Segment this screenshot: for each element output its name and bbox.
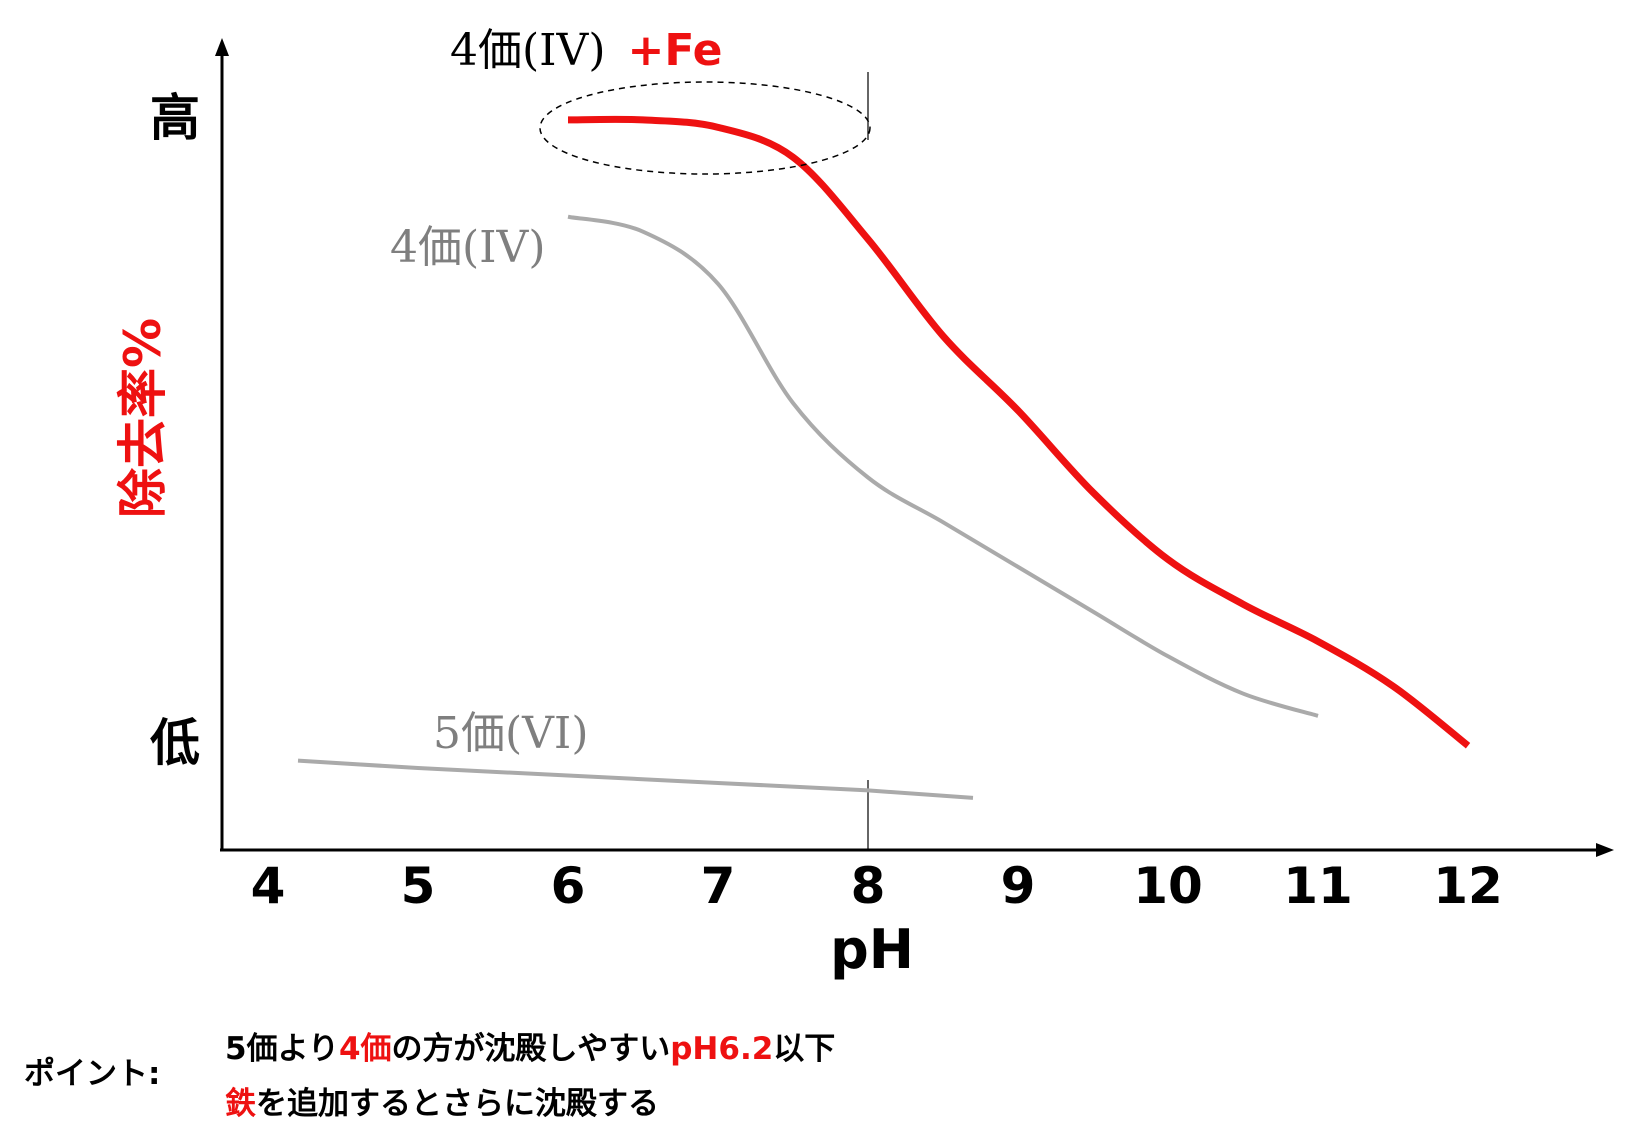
series-line-iv-fe <box>567 115 1471 749</box>
series-label-iv: 4価(IV) <box>390 222 545 273</box>
series-label-fe: 4価(IV) +Fe <box>450 25 722 76</box>
note-line1-a: 5価より <box>225 1031 339 1067</box>
note-label: ポイント: <box>24 1056 161 1092</box>
axes <box>215 38 1614 857</box>
note-line2-a: 鉄 <box>225 1086 256 1122</box>
series-label-vi: 5価(VI) <box>433 708 588 759</box>
series-line-iv <box>567 214 1319 718</box>
note-line1-b: 4価 <box>338 1031 392 1067</box>
highlight-ellipse <box>539 81 871 175</box>
x-tick-label-7: 7 <box>701 857 736 915</box>
x-tick-label-8: 8 <box>851 857 886 915</box>
x-tick-label-11: 11 <box>1283 857 1353 915</box>
note-line2-b: を追加するとさらに沈殿する <box>256 1086 659 1122</box>
x-axis-label: pH <box>830 918 914 981</box>
y-axis-arrow <box>215 38 229 56</box>
series-label-fe-red: +Fe <box>627 25 722 76</box>
y-level-high: 高 <box>150 89 200 147</box>
note-line1-e: 以下 <box>773 1031 836 1067</box>
note-line1-d: pH6.2 <box>670 1031 774 1067</box>
x-tick-label-6: 6 <box>551 857 586 915</box>
x-tick-label-4: 4 <box>251 857 286 915</box>
note-line-1: 5価より4価の方が沈殿しやすいpH6.2以下 <box>225 1023 835 1068</box>
x-tick-label-10: 10 <box>1133 857 1203 915</box>
note-line1-c: の方が沈殿しやすい <box>391 1031 671 1067</box>
y-axis-label: 除去率% <box>114 318 172 518</box>
y-level-low: 低 <box>150 714 200 772</box>
note-line-2: 鉄を追加するとさらに沈殿する <box>225 1078 659 1123</box>
series-label-fe-black: 4価(IV) <box>450 25 605 76</box>
x-tick-labels: 4 5 6 7 8 9 10 11 12 <box>251 857 1503 915</box>
x-axis-arrow <box>1596 843 1614 857</box>
x-tick-label-5: 5 <box>401 857 436 915</box>
series-lines <box>297 115 1471 800</box>
series-line-vi <box>297 758 974 800</box>
x-tick-label-9: 9 <box>1001 857 1036 915</box>
x-tick-label-12: 12 <box>1433 857 1503 915</box>
